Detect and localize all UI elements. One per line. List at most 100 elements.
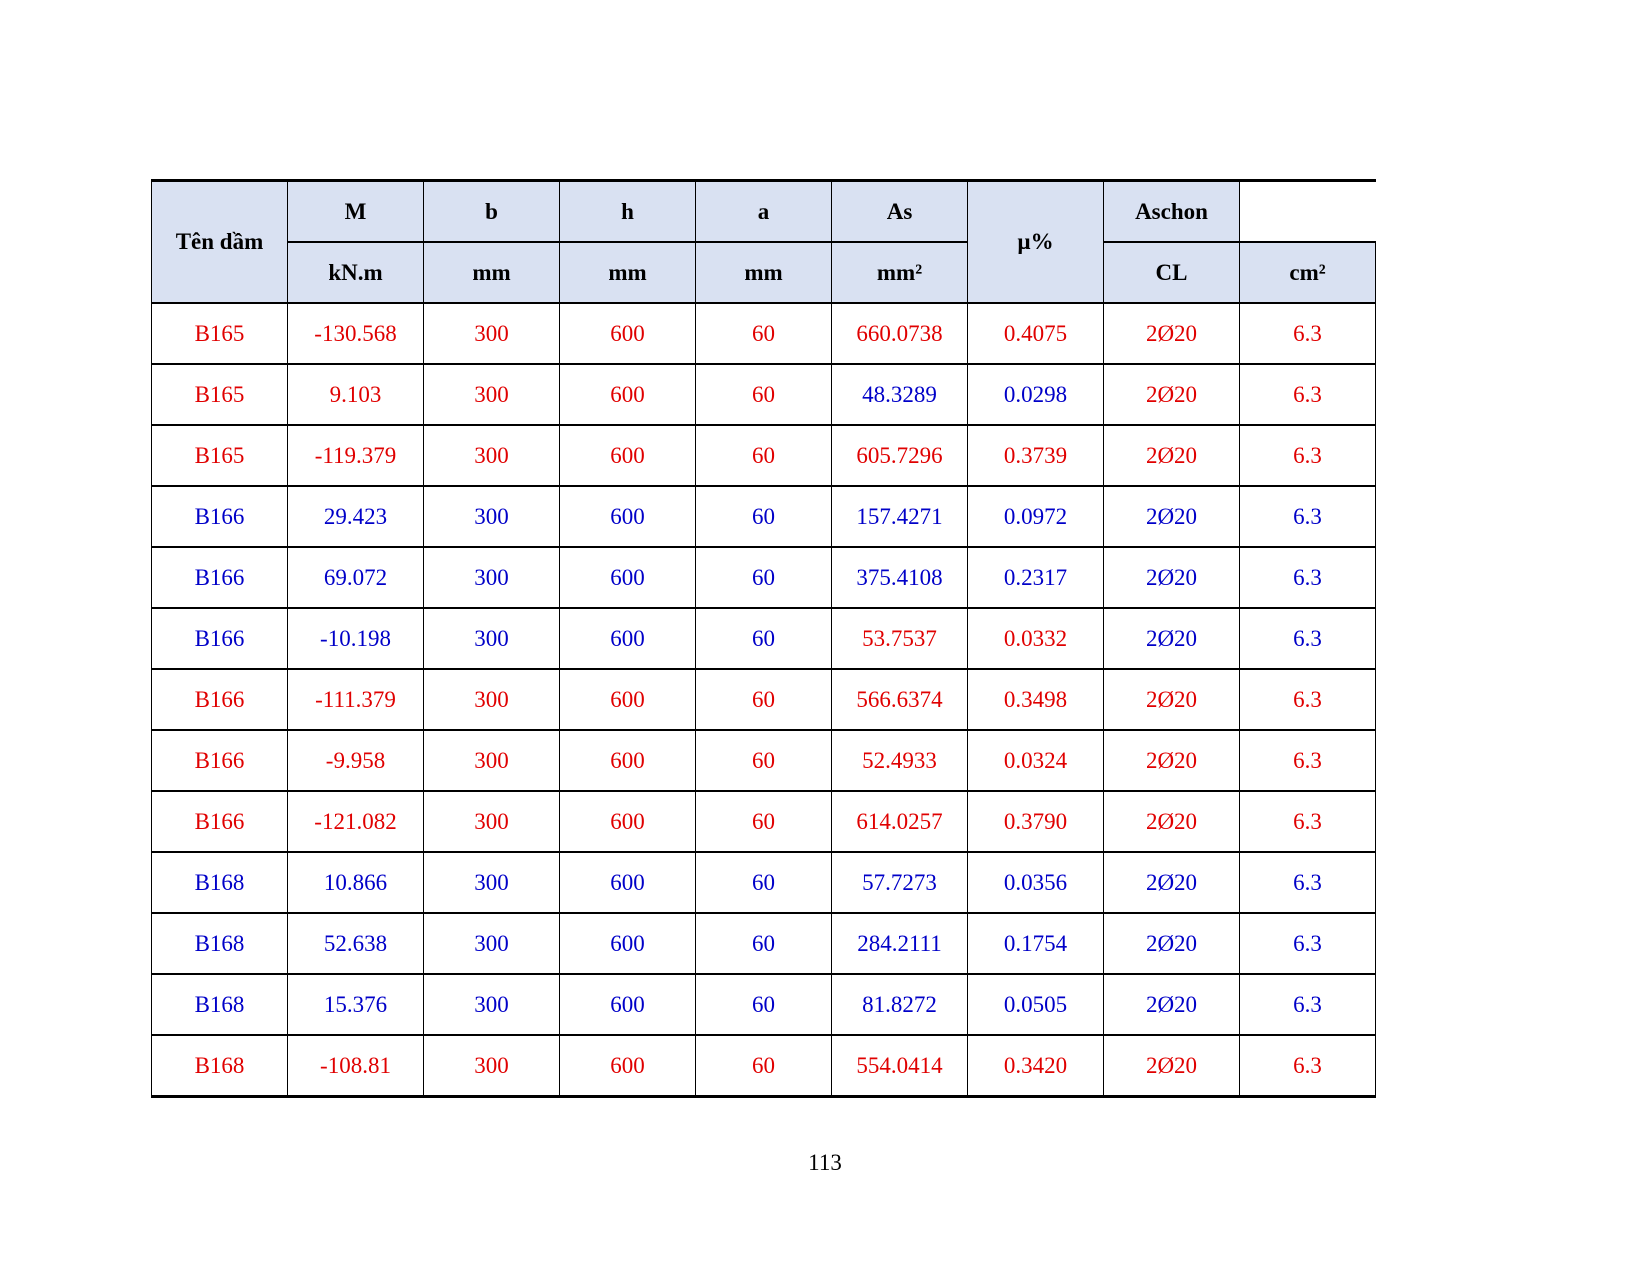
cell-as: 57.7273	[831, 851, 968, 914]
header-As: As	[831, 179, 968, 243]
cell-cl: 2Ø20	[1103, 1034, 1240, 1098]
cell-cl: 2Ø20	[1103, 851, 1240, 914]
beam-reinforcement-table: Tên dầm M b h a As µ% Aschon kN.m mm mm …	[151, 179, 1376, 1098]
cell-cm2: 6.3	[1239, 912, 1376, 975]
cell-mu: 0.4075	[967, 302, 1104, 365]
cell-name: B166	[151, 546, 288, 609]
cell-b: 300	[423, 1034, 560, 1098]
cell-cl: 2Ø20	[1103, 973, 1240, 1036]
cell-cm2: 6.3	[1239, 485, 1376, 548]
cell-mu: 0.0298	[967, 363, 1104, 426]
cell-h: 600	[559, 729, 696, 792]
cell-cm2: 6.3	[1239, 424, 1376, 487]
cell-h: 600	[559, 302, 696, 365]
cell-mu: 0.3498	[967, 668, 1104, 731]
cell-mu: 0.3790	[967, 790, 1104, 853]
table-row: B168 10.866 300 600 60 57.7273 0.0356 2Ø20 6.3	[151, 851, 1376, 914]
cell-name: B168	[151, 1034, 288, 1098]
cell-cl: 2Ø20	[1103, 729, 1240, 792]
table-row: B166 69.072 300 600 60 375.4108 0.2317 2Ø20 6.3	[151, 546, 1376, 609]
cell-m: 29.423	[287, 485, 424, 548]
cell-m: 52.638	[287, 912, 424, 975]
header-h: h	[559, 179, 696, 243]
cell-m: -130.568	[287, 302, 424, 365]
cell-b: 300	[423, 302, 560, 365]
cell-as: 53.7537	[831, 607, 968, 670]
cell-cl: 2Ø20	[1103, 485, 1240, 548]
header-blank	[1239, 179, 1376, 242]
unit-As: mm²	[831, 241, 968, 304]
cell-cl: 2Ø20	[1103, 424, 1240, 487]
cell-cm2: 6.3	[1239, 302, 1376, 365]
cell-name: B168	[151, 973, 288, 1036]
cell-m: -108.81	[287, 1034, 424, 1098]
unit-a: mm	[695, 241, 832, 304]
page-number: 113	[808, 1150, 842, 1175]
cell-a: 60	[695, 973, 832, 1036]
header-a: a	[695, 179, 832, 243]
cell-b: 300	[423, 424, 560, 487]
cell-cm2: 6.3	[1239, 607, 1376, 670]
cell-cm2: 6.3	[1239, 546, 1376, 609]
table-row: B166 -111.379 300 600 60 566.6374 0.3498 2Ø20 6.…	[151, 668, 1376, 731]
cell-m: -119.379	[287, 424, 424, 487]
cell-mu: 0.0332	[967, 607, 1104, 670]
table-row: B165 9.103 300 600 60 48.3289 0.0298 2Ø20 6.3	[151, 363, 1376, 426]
cell-b: 300	[423, 973, 560, 1036]
cell-mu: 0.0972	[967, 485, 1104, 548]
cell-a: 60	[695, 424, 832, 487]
table-row: B165 -119.379 300 600 60 605.7296 0.3739 2Ø20 6.…	[151, 424, 1376, 487]
header-row-units: kN.m mm mm mm mm² CL cm²	[152, 241, 1376, 304]
cell-cm2: 6.3	[1239, 973, 1376, 1036]
cell-as: 605.7296	[831, 424, 968, 487]
cell-name: B165	[151, 363, 288, 426]
cell-h: 600	[559, 424, 696, 487]
cell-m: -9.958	[287, 729, 424, 792]
cell-a: 60	[695, 546, 832, 609]
cell-as: 52.4933	[831, 729, 968, 792]
cell-a: 60	[695, 790, 832, 853]
cell-a: 60	[695, 302, 832, 365]
cell-h: 600	[559, 485, 696, 548]
cell-m: -10.198	[287, 607, 424, 670]
cell-as: 614.0257	[831, 790, 968, 853]
unit-h: mm	[559, 241, 696, 304]
cell-b: 300	[423, 790, 560, 853]
cell-mu: 0.3739	[967, 424, 1104, 487]
cell-name: B166	[151, 485, 288, 548]
cell-b: 300	[423, 607, 560, 670]
table-row: B166 -9.958 300 600 60 52.4933 0.0324 2Ø20 6.3	[151, 729, 1376, 792]
header-mu: µ%	[967, 179, 1104, 304]
cell-a: 60	[695, 729, 832, 792]
cell-h: 600	[559, 363, 696, 426]
cell-a: 60	[695, 668, 832, 731]
cell-b: 300	[423, 668, 560, 731]
cell-h: 600	[559, 607, 696, 670]
cell-cl: 2Ø20	[1103, 363, 1240, 426]
cell-b: 300	[423, 912, 560, 975]
cell-mu: 0.0505	[967, 973, 1104, 1036]
cell-m: 10.866	[287, 851, 424, 914]
unit-b: mm	[423, 241, 560, 304]
cell-cm2: 6.3	[1239, 790, 1376, 853]
cell-mu: 0.1754	[967, 912, 1104, 975]
cell-cm2: 6.3	[1239, 1034, 1376, 1098]
cell-b: 300	[423, 546, 560, 609]
cell-cl: 2Ø20	[1103, 607, 1240, 670]
cell-cl: 2Ø20	[1103, 302, 1240, 365]
table-row: B166 -10.198 300 600 60 53.7537 0.0332 2Ø20 6.3	[151, 607, 1376, 670]
unit-cm2: cm²	[1239, 241, 1376, 304]
header-row-top: Tên dầm M b h a As µ% Aschon	[151, 179, 1376, 304]
cell-as: 660.0738	[831, 302, 968, 365]
table-row: B165 -130.568 300 600 60 660.0738 0.4075 2Ø20 6.…	[151, 302, 1376, 365]
table-body: B165 -130.568 300 600 60 660.0738 0.4075 2Ø20 6.…	[151, 302, 1376, 1098]
cell-name: B166	[151, 729, 288, 792]
table-row: B168 52.638 300 600 60 284.2111 0.1754 2Ø20 6.3	[151, 912, 1376, 975]
cell-a: 60	[695, 363, 832, 426]
cell-name: B166	[151, 790, 288, 853]
cell-mu: 0.0356	[967, 851, 1104, 914]
cell-name: B166	[151, 668, 288, 731]
unit-CL: CL	[1103, 241, 1240, 304]
cell-h: 600	[559, 790, 696, 853]
cell-cm2: 6.3	[1239, 668, 1376, 731]
